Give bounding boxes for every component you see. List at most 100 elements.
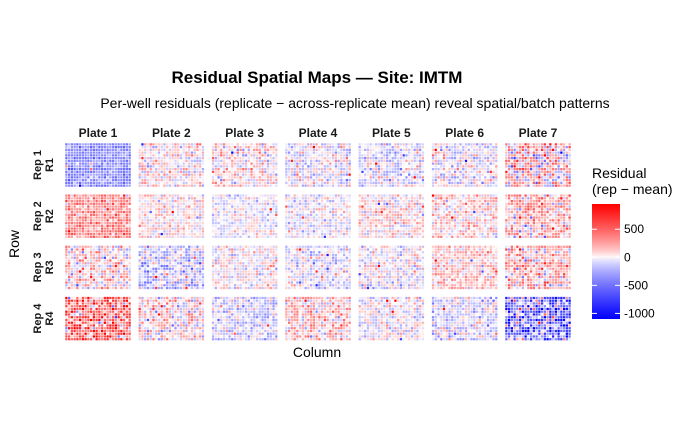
well-cell <box>261 143 264 146</box>
well-cell <box>236 157 239 160</box>
well-cell <box>421 168 425 171</box>
well-cell <box>495 184 498 187</box>
well-cell <box>445 148 448 151</box>
well-cell <box>383 216 386 219</box>
well-cell <box>250 173 253 176</box>
well-cell <box>301 232 304 236</box>
well-cell <box>193 224 196 227</box>
well-cell <box>275 213 278 216</box>
well-cell <box>190 224 194 227</box>
well-cell <box>329 157 332 160</box>
well-cell <box>416 184 419 187</box>
well-cell <box>193 219 196 222</box>
well-cell <box>266 176 270 179</box>
well-cell <box>549 170 552 173</box>
well-cell <box>527 168 530 171</box>
well-cell <box>211 232 215 236</box>
well-cell <box>410 181 414 184</box>
well-cell <box>484 199 487 203</box>
well-cell <box>554 159 557 162</box>
well-cell <box>399 181 403 184</box>
well-cell <box>258 235 261 238</box>
well-cell <box>307 154 310 157</box>
well-cell <box>228 184 231 187</box>
well-cell <box>201 224 205 227</box>
well-cell <box>437 219 440 222</box>
well-cell <box>549 165 552 168</box>
well-cell <box>157 230 161 233</box>
well-cell <box>345 184 348 187</box>
well-cell <box>329 176 332 179</box>
well-cell <box>391 194 394 197</box>
well-cell <box>128 165 131 168</box>
well-cell <box>166 151 169 154</box>
well-cell <box>166 219 169 222</box>
well-cell <box>92 146 95 149</box>
well-cell <box>315 224 318 227</box>
well-cell <box>201 148 205 151</box>
well-cell <box>287 148 291 151</box>
well-cell <box>492 151 495 154</box>
well-cell <box>79 165 82 168</box>
well-cell <box>98 179 101 182</box>
well-cell <box>513 159 516 162</box>
well-cell <box>217 148 220 151</box>
well-cell <box>106 216 109 219</box>
well-cell <box>79 176 82 179</box>
well-cell <box>521 148 524 151</box>
well-cell <box>560 151 563 154</box>
well-cell <box>470 176 473 179</box>
well-cell <box>201 210 205 214</box>
well-cell <box>326 168 329 171</box>
well-cell <box>315 230 318 233</box>
well-cell <box>112 221 115 225</box>
well-cell <box>312 235 315 238</box>
well-cell <box>307 208 310 211</box>
well-cell <box>459 146 462 149</box>
well-cell <box>377 143 381 146</box>
well-cell <box>190 176 194 179</box>
well-cell <box>112 216 115 219</box>
well-cell <box>340 146 343 149</box>
well-cell <box>193 151 196 154</box>
well-cell <box>340 205 343 208</box>
well-cell <box>109 208 112 211</box>
well-cell <box>81 227 84 230</box>
well-cell <box>312 213 315 216</box>
well-cell <box>201 146 205 149</box>
well-cell <box>65 162 68 165</box>
well-cell <box>369 173 372 176</box>
well-cell <box>562 184 566 187</box>
well-cell <box>117 148 120 151</box>
well-cell <box>98 176 101 179</box>
well-cell <box>369 232 372 236</box>
heatmap-panel <box>138 143 205 187</box>
well-cell <box>298 219 302 222</box>
well-cell <box>201 197 205 200</box>
well-cell <box>117 235 120 238</box>
well-cell <box>348 202 351 205</box>
well-cell <box>419 205 422 208</box>
well-cell <box>342 154 346 157</box>
well-cell <box>540 181 544 184</box>
well-cell <box>451 148 454 151</box>
well-cell <box>456 159 459 162</box>
well-cell <box>408 227 411 230</box>
well-cell <box>315 146 318 149</box>
well-cell <box>375 143 378 146</box>
well-cell <box>101 199 104 203</box>
well-cell <box>160 148 163 151</box>
well-cell <box>348 165 351 168</box>
well-cell <box>416 232 419 236</box>
well-cell <box>171 173 174 176</box>
well-cell <box>68 194 71 197</box>
well-cell <box>348 205 351 208</box>
well-cell <box>287 205 291 208</box>
well-cell <box>375 197 378 200</box>
well-cell <box>475 157 479 160</box>
well-cell <box>160 205 163 208</box>
well-cell <box>410 205 414 208</box>
well-cell <box>239 176 242 179</box>
well-cell <box>453 173 457 176</box>
well-cell <box>380 205 383 208</box>
